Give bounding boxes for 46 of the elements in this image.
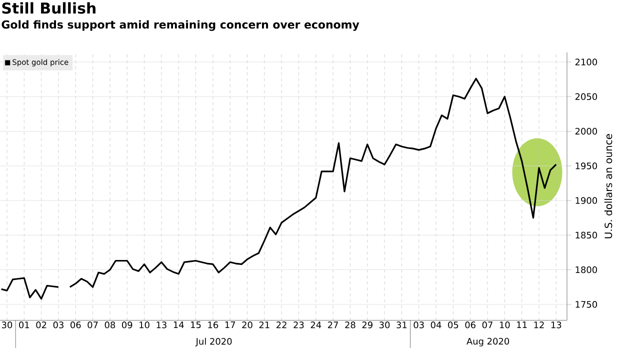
x-tick-label: 24 [310,322,322,328]
x-tick-label: 27 [328,322,338,328]
y-tick-label: 2050 [575,93,597,100]
x-tick-label: 13 [156,322,166,328]
y-tick-label: 1900 [576,197,597,204]
y-tick-label: 2000 [575,128,597,135]
y-tick-label: 1850 [576,232,597,239]
x-tick-label: 20 [242,322,252,328]
x-tick-label: 04 [430,322,442,328]
chart-title: Still Bullish [2,2,96,14]
x-tick-label: 14 [174,322,184,328]
x-tick-label: 17 [225,322,236,328]
x-tick-label: 06 [465,322,476,328]
y-tick-label: 1800 [576,266,597,274]
text: Jul 2020 [195,338,232,346]
x-tick-label: 01 [19,322,30,328]
x-tick-label: 05 [448,322,458,328]
x-tick-label: 09 [122,322,132,328]
x-tick-label: 30 [380,322,390,328]
x-tick-label: 07 [88,322,98,328]
x-tick-label: 08 [104,322,116,328]
x-tick-label: 31 [396,322,407,328]
chart-subtitle: Gold finds support amid remaining concern over economy [2,20,360,31]
y-tick-label: 2100 [575,58,597,66]
x-tick-label: 23 [294,322,304,328]
x-tick-label: 28 [345,322,356,328]
x-tick-label: 13 [551,322,562,328]
x-tick-label: 10 [140,322,150,328]
x-tick-label: 03 [414,322,424,328]
x-tick-label: 11 [517,322,527,328]
y-axis-title: U.S. dollars an ounce [604,134,612,238]
x-tick-label: 22 [276,322,286,328]
text: Aug 2020 [466,338,510,346]
y-tick-label: 1750 [576,300,597,308]
x-tick-label: 06 [70,322,81,328]
x-tick-label: 15 [191,322,201,328]
x-tick-label: 07 [482,322,492,328]
y-tick-label: 1950 [576,162,597,170]
x-tick-label: 21 [259,322,270,328]
x-tick-label: 03 [53,322,64,328]
x-tick-label: 02 [36,322,46,328]
x-tick-label: 12 [534,322,544,328]
x-tick-label: 16 [208,322,218,328]
x-tick-label: 29 [362,322,372,328]
x-tick-label: 30 [2,322,12,328]
x-tick-label: 10 [500,322,510,328]
